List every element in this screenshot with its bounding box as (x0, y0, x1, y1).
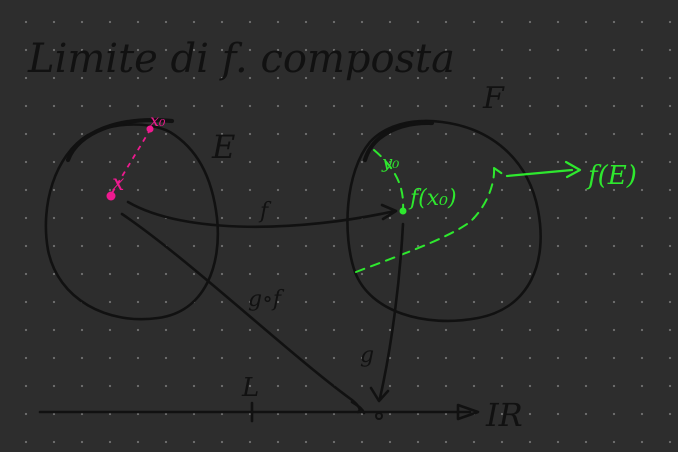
image-region-boundary (373, 149, 405, 211)
point-x-dot (106, 191, 116, 201)
arrow-g-head (369, 386, 390, 403)
map-f-label: f (258, 199, 272, 224)
page-title: Limite di f. composta (27, 36, 455, 82)
image-region-right-edge (493, 167, 508, 178)
point-y0-label: y₀ (381, 152, 399, 173)
point-x0-label: x₀ (150, 111, 166, 130)
point-fx0-dot (399, 207, 407, 215)
reals-label: IR (485, 396, 523, 434)
set-f-boundary (346, 119, 542, 323)
real-line-arrowhead (456, 403, 480, 421)
set-e-boundary (44, 123, 220, 321)
arrow-f-head (380, 203, 398, 221)
map-g-label: g (360, 343, 374, 368)
point-fx0-label: f(x₀) (408, 186, 457, 211)
point-x0-dot (146, 125, 154, 133)
image-pointer-arrow (505, 168, 574, 178)
arrow-f (126, 200, 397, 229)
limit-l-label: L (241, 373, 259, 403)
map-gof-label: g∘f (248, 287, 285, 312)
set-e-label: E (211, 128, 235, 166)
arrow-g (378, 222, 405, 400)
set-f-label: F (482, 81, 505, 116)
x-to-x0-dashed-line (111, 129, 151, 194)
set-e-top-arc (65, 118, 175, 163)
set-f-top-arc (362, 120, 435, 163)
point-x-label: x (112, 171, 125, 196)
real-line-point (375, 412, 383, 420)
arrow-gof (120, 212, 361, 414)
image-label: f(E) (586, 161, 637, 191)
image-pointer-arrowhead (564, 160, 582, 179)
image-region-arc (355, 167, 496, 273)
